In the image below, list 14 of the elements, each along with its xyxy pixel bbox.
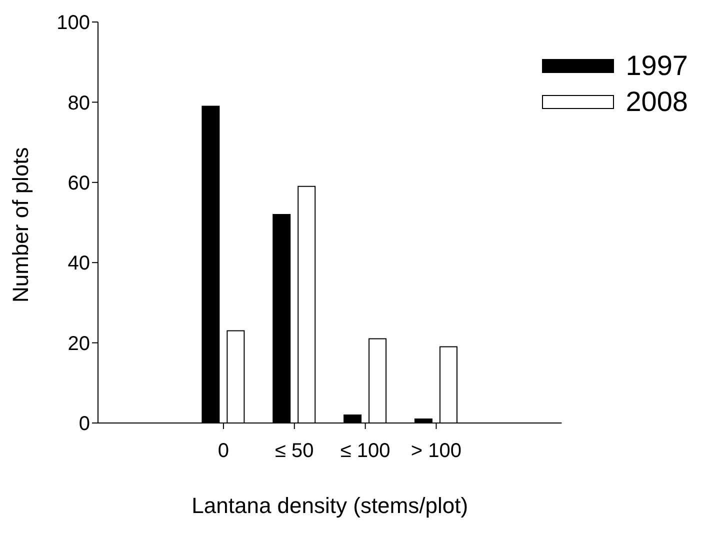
x-tick-label: 0 xyxy=(218,440,230,462)
y-tick-label: 100 xyxy=(56,12,90,34)
x-tick-label: ≤ 50 xyxy=(275,440,314,462)
y-tick-label: 20 xyxy=(68,332,90,355)
legend-label: 2008 xyxy=(626,85,688,119)
y-tick-label: 0 xyxy=(78,413,90,436)
y-axis-title: Number of plots xyxy=(8,147,33,302)
x-tick-label: ≤ 100 xyxy=(340,440,390,462)
x-axis-title: Lantana density (stems/plot) xyxy=(192,493,468,518)
y-tick-label: 40 xyxy=(68,252,90,275)
legend-label: 1997 xyxy=(626,49,688,83)
x-tick-label: > 100 xyxy=(410,440,462,462)
y-tick-label: 80 xyxy=(68,92,90,114)
y-tick-label: 60 xyxy=(68,172,90,194)
